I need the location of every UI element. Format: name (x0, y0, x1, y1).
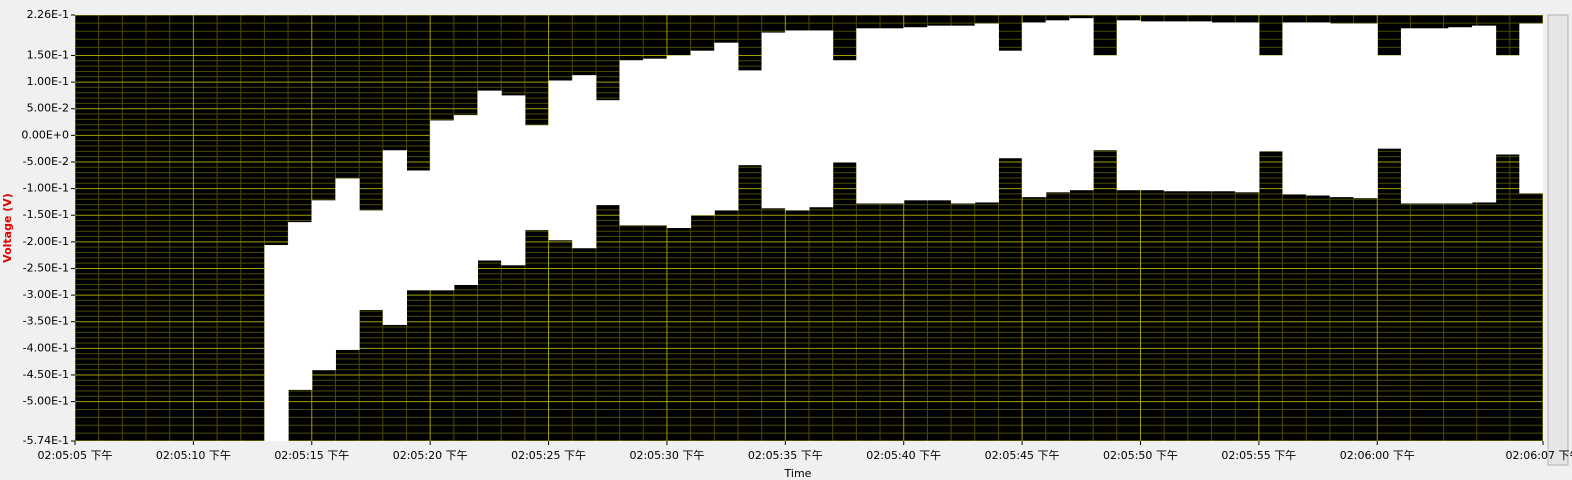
signal-envelope (1282, 22, 1307, 195)
signal-envelope (761, 32, 786, 209)
y-tick-label: -5.74E-1 (23, 434, 69, 447)
y-tick-label: -4.00E-1 (23, 341, 69, 354)
signal-envelope (998, 50, 1023, 159)
signal-envelope (832, 60, 857, 163)
signal-envelope (1045, 20, 1070, 193)
x-tick-label: 02:06:00 下午 (1340, 449, 1415, 462)
x-tick-label: 02:05:20 下午 (393, 449, 468, 462)
signal-envelope (927, 25, 952, 201)
signal-envelope (856, 28, 881, 204)
signal-envelope (572, 75, 597, 249)
y-tick-label: -5.00E-2 (23, 155, 69, 168)
signal-envelope (1187, 21, 1213, 192)
scrollbar (1547, 14, 1569, 466)
mark-layer (264, 18, 1543, 441)
signal-envelope (1519, 23, 1543, 194)
x-tick-label: 02:05:55 下午 (1221, 449, 1296, 462)
x-tick-label: 02:05:45 下午 (985, 449, 1060, 462)
y-tick-label: 1.00E-1 (27, 75, 69, 88)
signal-envelope (524, 125, 550, 231)
signal-envelope (1093, 55, 1118, 151)
x-tick-label: 02:05:50 下午 (1103, 449, 1178, 462)
signal-envelope (643, 58, 668, 226)
y-tick-label: 5.00E-2 (27, 102, 69, 115)
signal-envelope (903, 27, 928, 201)
signal-envelope (1164, 21, 1189, 192)
signal-envelope (1022, 22, 1047, 198)
signal-envelope (1448, 27, 1473, 204)
signal-envelope (1140, 21, 1165, 191)
label-layer: 2.26E-1 1.50E-1 1.00E-1 5.00E-2 0.00E+0 -5.00… (21, 8, 1572, 462)
x-tick-label: 02:06:07 下午 (1506, 449, 1572, 462)
signal-envelope (335, 178, 360, 350)
signal-envelope (382, 150, 407, 325)
x-tick-label: 02:05:40 下午 (866, 449, 941, 462)
signal-envelope (548, 80, 573, 241)
signal-envelope (1069, 18, 1094, 191)
signal-envelope (809, 30, 834, 208)
signal-envelope (1258, 55, 1284, 152)
signal-envelope (619, 60, 644, 226)
y-tick-label: 2.26E-1 (27, 8, 69, 21)
signal-envelope (501, 95, 526, 266)
signal-envelope (311, 200, 336, 371)
signal-envelope (737, 70, 763, 166)
y-tick-label: -4.50E-1 (23, 368, 69, 381)
y-tick-label: 0.00E+0 (21, 128, 69, 141)
signal-envelope (1211, 22, 1236, 192)
signal-envelope (785, 30, 810, 211)
signal-envelope (453, 115, 479, 285)
y-tick-label: 1.50E-1 (27, 48, 69, 61)
signal-envelope (430, 120, 455, 291)
signal-envelope (477, 90, 502, 261)
signal-envelope (951, 25, 976, 204)
y-tick-label: -1.00E-1 (23, 182, 69, 195)
signal-envelope (880, 28, 905, 204)
signal-envelope (288, 222, 313, 390)
signal-envelope (1495, 55, 1520, 155)
y-tick-label: -1.50E-1 (23, 208, 69, 221)
signal-envelope (1116, 20, 1141, 191)
signal-envelope (595, 100, 621, 206)
y-tick-label: -3.00E-1 (23, 288, 69, 301)
y-axis-label: Voltage (V) (1, 193, 14, 263)
signal-envelope (359, 210, 384, 311)
x-tick-label: 02:05:30 下午 (629, 449, 704, 462)
signal-envelope (1329, 23, 1355, 198)
signal-envelope (1471, 25, 1497, 203)
signal-envelope (1306, 22, 1331, 196)
x-tick-label: 02:05:05 下午 (38, 449, 113, 462)
signal-envelope (1377, 55, 1402, 149)
x-tick-label: 02:05:35 下午 (748, 449, 823, 462)
signal-envelope (714, 42, 739, 211)
y-tick-label: -3.50E-1 (23, 315, 69, 328)
y-tick-label: -2.50E-1 (23, 261, 69, 274)
x-axis-label: Time (784, 467, 812, 480)
x-tick-label: 02:05:10 下午 (156, 449, 231, 462)
signal-envelope (1353, 23, 1378, 199)
signal-envelope (406, 170, 431, 291)
x-tick-label: 02:05:15 下午 (274, 449, 349, 462)
y-tick-label: -2.00E-1 (23, 235, 69, 248)
signal-envelope (1400, 28, 1426, 204)
signal-envelope (666, 55, 692, 228)
signal-envelope (974, 23, 999, 203)
signal-envelope (690, 50, 715, 216)
signal-envelope (264, 245, 289, 441)
x-tick-label: 02:05:25 下午 (511, 449, 586, 462)
signal-envelope (1424, 28, 1449, 204)
y-tick-label: -5.00E-1 (23, 395, 69, 408)
signal-envelope (1235, 22, 1260, 193)
